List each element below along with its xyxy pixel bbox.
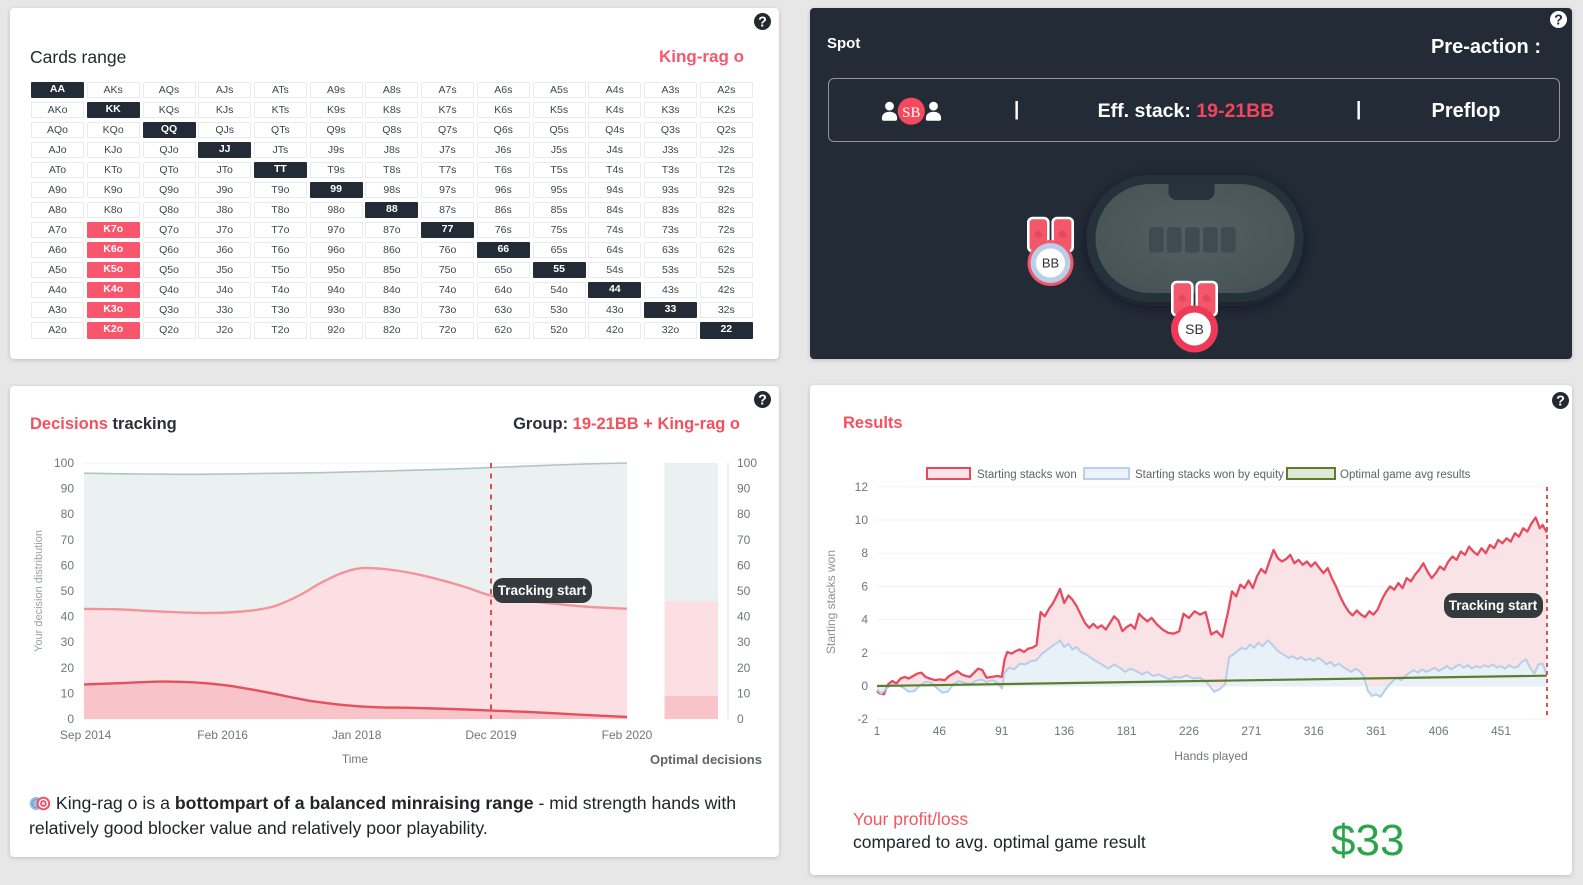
svg-text:271: 271 bbox=[1241, 724, 1261, 738]
svg-text:46: 46 bbox=[933, 724, 947, 738]
svg-text:Jan 2018: Jan 2018 bbox=[332, 728, 382, 742]
svg-text:451: 451 bbox=[1491, 724, 1511, 738]
svg-text:40: 40 bbox=[737, 610, 751, 624]
svg-text:-2: -2 bbox=[857, 712, 868, 726]
svg-text:80: 80 bbox=[61, 507, 75, 521]
svg-text:0: 0 bbox=[861, 679, 868, 693]
svg-text:Optimal decisions: Optimal decisions bbox=[650, 752, 762, 767]
svg-text:Your decision distribution: Your decision distribution bbox=[33, 530, 45, 652]
svg-text:50: 50 bbox=[61, 584, 75, 598]
svg-text:70: 70 bbox=[737, 533, 751, 547]
svg-text:40: 40 bbox=[61, 610, 75, 624]
svg-text:Sep 2014: Sep 2014 bbox=[60, 728, 112, 742]
svg-text:BB: BB bbox=[1042, 256, 1059, 271]
svg-text:30: 30 bbox=[737, 635, 751, 649]
svg-text:226: 226 bbox=[1179, 724, 1199, 738]
svg-text:10: 10 bbox=[855, 513, 869, 527]
svg-text:316: 316 bbox=[1304, 724, 1324, 738]
svg-text:SB: SB bbox=[1185, 321, 1204, 337]
svg-text:80: 80 bbox=[737, 507, 751, 521]
svg-text:?: ? bbox=[1556, 393, 1565, 409]
svg-text:90: 90 bbox=[61, 482, 75, 496]
svg-text:0: 0 bbox=[737, 712, 744, 726]
svg-text:20: 20 bbox=[737, 661, 751, 675]
svg-text:10: 10 bbox=[737, 686, 751, 700]
svg-text:50: 50 bbox=[737, 584, 751, 598]
svg-text:90: 90 bbox=[737, 482, 751, 496]
svg-text:30: 30 bbox=[61, 635, 75, 649]
svg-text:Feb 2016: Feb 2016 bbox=[197, 728, 248, 742]
svg-text:?: ? bbox=[758, 14, 767, 30]
svg-text:100: 100 bbox=[737, 456, 757, 470]
svg-text:Feb 2020: Feb 2020 bbox=[602, 728, 653, 742]
svg-text:?: ? bbox=[1554, 12, 1563, 28]
svg-text:0: 0 bbox=[67, 712, 74, 726]
svg-text:1: 1 bbox=[874, 724, 881, 738]
svg-text:6: 6 bbox=[861, 579, 868, 593]
svg-text:?: ? bbox=[758, 392, 767, 408]
svg-text:Tracking start: Tracking start bbox=[498, 583, 587, 598]
svg-text:Time: Time bbox=[342, 752, 369, 766]
svg-text:12: 12 bbox=[855, 480, 869, 494]
svg-text:Hands played: Hands played bbox=[1174, 749, 1247, 763]
svg-text:4: 4 bbox=[861, 613, 868, 627]
svg-text:20: 20 bbox=[61, 661, 75, 675]
svg-text:70: 70 bbox=[61, 533, 75, 547]
svg-text:Tracking start: Tracking start bbox=[1449, 598, 1538, 613]
svg-text:Dec 2019: Dec 2019 bbox=[465, 728, 517, 742]
svg-text:136: 136 bbox=[1054, 724, 1074, 738]
svg-text:Starting stacks won by equity: Starting stacks won by equity bbox=[1135, 469, 1284, 481]
svg-text:SB: SB bbox=[902, 105, 920, 121]
svg-text:60: 60 bbox=[737, 558, 751, 572]
svg-text:8: 8 bbox=[861, 546, 868, 560]
svg-text:10: 10 bbox=[61, 686, 75, 700]
svg-text:Optimal game avg results: Optimal game avg results bbox=[1340, 469, 1471, 481]
svg-text:91: 91 bbox=[995, 724, 1009, 738]
svg-text:361: 361 bbox=[1366, 724, 1386, 738]
svg-text:181: 181 bbox=[1117, 724, 1137, 738]
svg-text:Starting stacks won: Starting stacks won bbox=[977, 469, 1077, 481]
svg-text:2: 2 bbox=[861, 646, 868, 660]
svg-text:Starting stacks won: Starting stacks won bbox=[824, 550, 838, 654]
svg-text:406: 406 bbox=[1429, 724, 1449, 738]
svg-text:100: 100 bbox=[54, 456, 74, 470]
svg-text:60: 60 bbox=[61, 558, 75, 572]
